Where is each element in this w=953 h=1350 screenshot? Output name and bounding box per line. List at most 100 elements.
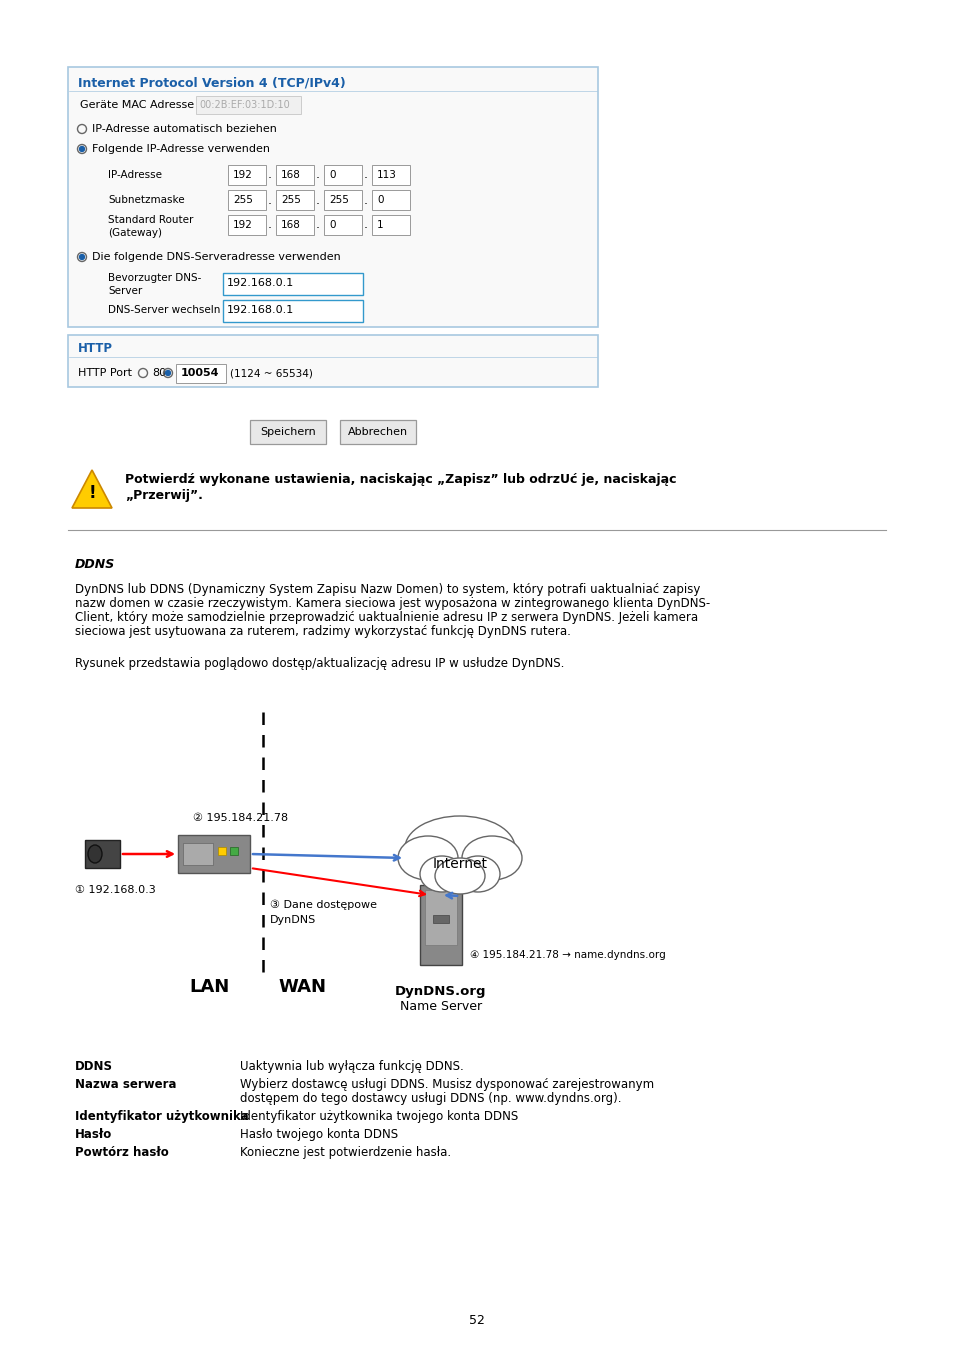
Text: Hasło twojego konta DDNS: Hasło twojego konta DDNS [240, 1129, 397, 1141]
Text: Internet: Internet [432, 857, 487, 871]
Text: 113: 113 [376, 170, 396, 180]
FancyBboxPatch shape [339, 420, 416, 444]
Text: Speichern: Speichern [260, 427, 315, 437]
Text: Rysunek przedstawia poglądowo dostęp/aktualizację adresu IP w usłudze DynDNS.: Rysunek przedstawia poglądowo dostęp/akt… [75, 657, 564, 671]
FancyBboxPatch shape [228, 215, 266, 235]
Text: Uaktywnia lub wyłącza funkcję DDNS.: Uaktywnia lub wyłącza funkcję DDNS. [240, 1060, 463, 1073]
Text: Server: Server [108, 286, 142, 296]
Text: Potwierdź wykonane ustawienia, naciskając „Zapisz” lub odrzUć je, naciskając: Potwierdź wykonane ustawienia, naciskają… [125, 472, 676, 486]
FancyBboxPatch shape [324, 215, 361, 235]
Text: 10054: 10054 [181, 369, 219, 378]
Circle shape [165, 370, 171, 375]
FancyBboxPatch shape [372, 215, 410, 235]
Text: Geräte MAC Adresse: Geräte MAC Adresse [80, 100, 193, 109]
Text: Identyfikator użytkownika twojego konta DDNS: Identyfikator użytkownika twojego konta … [240, 1110, 517, 1123]
FancyBboxPatch shape [68, 68, 598, 327]
Text: HTTP: HTTP [78, 343, 112, 355]
FancyBboxPatch shape [228, 190, 266, 211]
Text: 0: 0 [329, 170, 335, 180]
Text: Internet Protocol Version 4 (TCP/IPv4): Internet Protocol Version 4 (TCP/IPv4) [78, 77, 345, 89]
Text: Client, który może samodzielnie przeprowadzić uaktualnienie adresu IP z serwera : Client, który może samodzielnie przeprow… [75, 612, 698, 625]
Text: LAN: LAN [190, 977, 230, 996]
FancyBboxPatch shape [324, 165, 361, 185]
Text: !: ! [88, 485, 95, 502]
Text: 192.168.0.1: 192.168.0.1 [227, 278, 294, 288]
Text: 192: 192 [233, 170, 253, 180]
Text: DynDNS: DynDNS [270, 915, 315, 925]
Text: HTTP Port: HTTP Port [78, 369, 132, 378]
FancyBboxPatch shape [228, 165, 266, 185]
Circle shape [79, 255, 85, 259]
Text: nazw domen w czasie rzeczywistym. Kamera sieciowa jest wyposażona w zintegrowane: nazw domen w czasie rzeczywistym. Kamera… [75, 598, 709, 610]
Ellipse shape [88, 845, 102, 863]
Text: 0: 0 [329, 220, 335, 230]
Ellipse shape [435, 859, 484, 894]
Text: 255: 255 [329, 194, 349, 205]
FancyBboxPatch shape [275, 190, 314, 211]
Text: (1124 ~ 65534): (1124 ~ 65534) [230, 369, 313, 378]
Text: 52: 52 [469, 1314, 484, 1327]
Text: Name Server: Name Server [399, 1000, 481, 1012]
Circle shape [79, 147, 85, 151]
FancyBboxPatch shape [433, 915, 449, 923]
Text: DNS-Server wechseln: DNS-Server wechseln [108, 305, 220, 315]
Text: Subnetzmaske: Subnetzmaske [108, 194, 185, 205]
Text: DDNS: DDNS [75, 1060, 112, 1073]
Text: 192: 192 [233, 220, 253, 230]
Text: .: . [364, 169, 368, 181]
FancyBboxPatch shape [195, 96, 301, 113]
Text: DynDNS lub DDNS (Dynamiczny System Zapisu Nazw Domen) to system, który potrafi u: DynDNS lub DDNS (Dynamiczny System Zapis… [75, 583, 700, 597]
FancyBboxPatch shape [275, 215, 314, 235]
FancyBboxPatch shape [183, 842, 213, 865]
Text: 255: 255 [233, 194, 253, 205]
Text: (Gateway): (Gateway) [108, 228, 162, 238]
Text: 80: 80 [152, 369, 166, 378]
Text: Die folgende DNS-Serveradresse verwenden: Die folgende DNS-Serveradresse verwenden [91, 252, 340, 262]
FancyBboxPatch shape [85, 840, 120, 868]
Ellipse shape [456, 856, 499, 892]
FancyBboxPatch shape [230, 846, 237, 855]
Text: 192.168.0.1: 192.168.0.1 [227, 305, 294, 315]
Text: „Przerwij”.: „Przerwij”. [125, 490, 203, 502]
Text: WAN: WAN [277, 977, 326, 996]
FancyBboxPatch shape [223, 273, 363, 296]
Polygon shape [71, 470, 112, 508]
Text: DynDNS.org: DynDNS.org [395, 986, 486, 998]
FancyBboxPatch shape [178, 836, 250, 873]
Text: IP-Adresse: IP-Adresse [108, 170, 162, 180]
Text: ④ 195.184.21.78 → name.dyndns.org: ④ 195.184.21.78 → name.dyndns.org [470, 950, 665, 960]
Text: Bevorzugter DNS-: Bevorzugter DNS- [108, 273, 201, 284]
Text: 168: 168 [281, 170, 300, 180]
Text: ① 192.168.0.3: ① 192.168.0.3 [75, 886, 155, 895]
Text: Hasło: Hasło [75, 1129, 112, 1141]
Text: dostępem do tego dostawcy usługi DDNS (np. www.dyndns.org).: dostępem do tego dostawcy usługi DDNS (n… [240, 1092, 620, 1106]
FancyBboxPatch shape [424, 890, 456, 945]
Text: .: . [315, 193, 319, 207]
Text: 00:2B:EF:03:1D:10: 00:2B:EF:03:1D:10 [199, 100, 290, 109]
Text: .: . [315, 219, 319, 231]
Ellipse shape [419, 856, 463, 892]
FancyBboxPatch shape [68, 335, 598, 387]
Text: Nazwa serwera: Nazwa serwera [75, 1079, 176, 1091]
Text: .: . [315, 169, 319, 181]
Text: 255: 255 [281, 194, 300, 205]
Ellipse shape [397, 836, 457, 880]
Text: Konieczne jest potwierdzenie hasła.: Konieczne jest potwierdzenie hasła. [240, 1146, 451, 1160]
Text: DDNS: DDNS [75, 558, 115, 571]
Text: 1: 1 [376, 220, 383, 230]
Text: Powtórz hasło: Powtórz hasło [75, 1146, 169, 1160]
Text: 168: 168 [281, 220, 300, 230]
Text: Abbrechen: Abbrechen [348, 427, 408, 437]
Text: IP-Adresse automatisch beziehen: IP-Adresse automatisch beziehen [91, 124, 276, 134]
Text: .: . [268, 169, 272, 181]
FancyBboxPatch shape [223, 300, 363, 323]
FancyBboxPatch shape [275, 165, 314, 185]
Text: Identyfikator użytkownika: Identyfikator użytkownika [75, 1110, 249, 1123]
Text: Folgende IP-Adresse verwenden: Folgende IP-Adresse verwenden [91, 144, 270, 154]
Text: .: . [364, 219, 368, 231]
Ellipse shape [461, 836, 521, 880]
FancyBboxPatch shape [324, 190, 361, 211]
FancyBboxPatch shape [218, 846, 226, 855]
FancyBboxPatch shape [372, 190, 410, 211]
FancyBboxPatch shape [250, 420, 326, 444]
